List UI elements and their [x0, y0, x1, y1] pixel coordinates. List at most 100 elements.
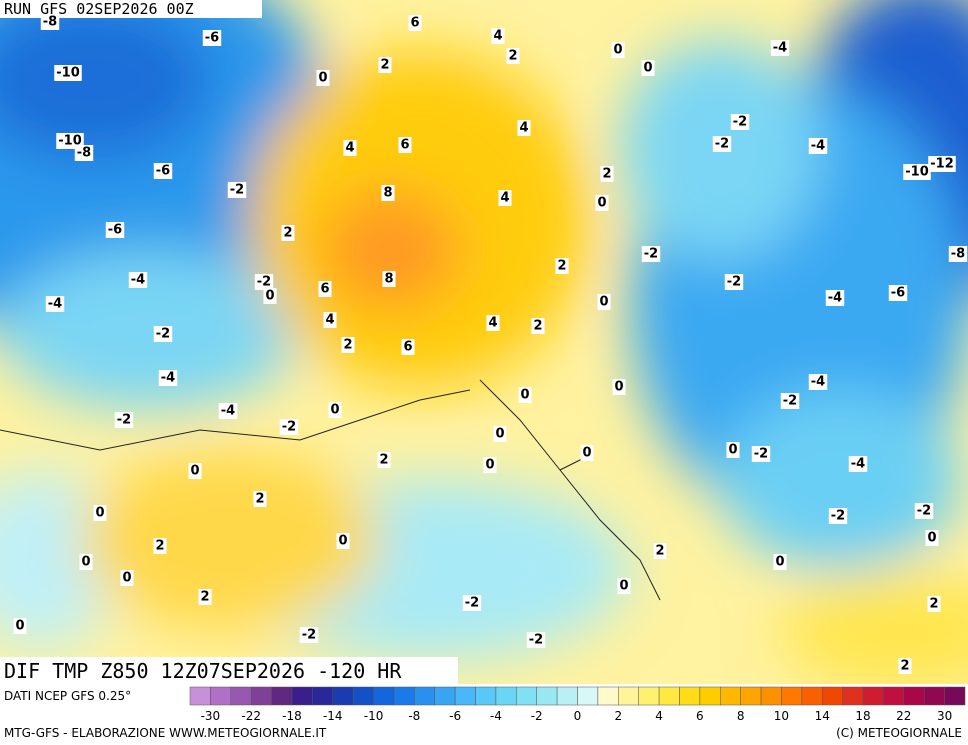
contour-value: 2: [200, 590, 209, 605]
colorbar-swatch: [189, 686, 211, 706]
contour-value: 4: [488, 316, 497, 331]
label-bg: [114, 412, 134, 428]
label-bg: [888, 285, 908, 301]
contour-value: 2: [155, 539, 164, 554]
colorbar-label: 22: [896, 709, 911, 723]
contour-value: 2: [655, 544, 664, 559]
label-bg: [641, 246, 661, 262]
contour-label: -2: [641, 246, 661, 262]
label-bg: [153, 326, 173, 342]
contour-value: -6: [108, 223, 122, 238]
label-bg: [328, 402, 342, 418]
label-bg: [712, 136, 732, 152]
colorbar-swatch: [903, 686, 925, 706]
label-bg: [279, 419, 299, 435]
label-bg: [45, 296, 65, 312]
contour-value: 0: [927, 531, 936, 546]
contour-label: 6: [398, 137, 412, 153]
label-bg: [263, 288, 277, 304]
colorbar-swatch: [454, 686, 476, 706]
contour-value: -2: [156, 327, 170, 342]
contour-value: -4: [773, 41, 787, 56]
colorbar-swatch: [556, 686, 578, 706]
contour-label: 0: [726, 442, 740, 458]
contour-value: 8: [384, 272, 393, 287]
contour-value: -4: [221, 404, 235, 419]
contour-label: 4: [343, 140, 357, 156]
label-bg: [483, 457, 497, 473]
label-bg: [105, 222, 125, 238]
colorbar-swatch: [720, 686, 741, 706]
contour-label: 0: [597, 294, 611, 310]
label-bg: [927, 596, 941, 612]
label-bg: [600, 166, 614, 182]
contour-value: 0: [122, 571, 131, 586]
label-bg: [808, 374, 828, 390]
label-bg: [74, 145, 94, 161]
label-bg: [408, 15, 422, 31]
contour-label: 0: [316, 70, 330, 86]
contour-value: -8: [43, 15, 57, 30]
label-bg: [253, 491, 267, 507]
label-bg: [198, 589, 212, 605]
contour-label: -2: [114, 412, 134, 428]
label-bg: [531, 318, 545, 334]
contour-label: 6: [408, 15, 422, 31]
colorbar-swatch: [536, 686, 558, 706]
contour-label: -4: [158, 370, 178, 386]
label-bg: [770, 40, 790, 56]
label-bg: [120, 570, 134, 586]
contour-label: -2: [279, 419, 299, 435]
contour-value: -4: [828, 291, 842, 306]
label-bg: [653, 543, 667, 559]
contour-label: 0: [611, 42, 625, 58]
label-bg: [828, 508, 848, 524]
contour-value: 0: [599, 295, 608, 310]
contour-label: 2: [531, 318, 545, 334]
contour-value: -2: [302, 628, 316, 643]
contour-label: 0: [641, 60, 655, 76]
contour-value: 2: [380, 58, 389, 73]
colorbar-label: 30: [937, 709, 952, 723]
contour-label: -4: [128, 272, 148, 288]
colorbar-swatch: [577, 686, 599, 706]
colorbar-swatch: [434, 686, 456, 706]
contour-label: -2: [712, 136, 732, 152]
contour-value: -2: [917, 504, 931, 519]
contour-value: -2: [529, 633, 543, 648]
contour-label: 2: [898, 658, 912, 674]
colorbar-swatch: [250, 686, 272, 706]
contour-value: 2: [900, 659, 909, 674]
label-bg: [928, 156, 956, 172]
colorbar-swatch: [291, 686, 313, 706]
label-bg: [493, 426, 507, 442]
colorbar-swatch: [862, 686, 884, 706]
label-bg: [462, 595, 482, 611]
contour-value: 0: [81, 555, 90, 570]
contour-value: 2: [602, 167, 611, 182]
label-bg: [316, 70, 330, 86]
contour-value: -10: [56, 66, 80, 81]
label-bg: [506, 48, 520, 64]
label-bg: [128, 272, 148, 288]
contour-value: 6: [400, 138, 409, 153]
colorbar-swatch: [230, 686, 252, 706]
label-bg: [780, 393, 800, 409]
colorbar-label: -14: [323, 709, 343, 723]
contour-value: -2: [644, 247, 658, 262]
label-bg: [726, 442, 740, 458]
contour-value: -10: [905, 165, 929, 180]
contour-value: -4: [811, 375, 825, 390]
contour-label: 2: [378, 57, 392, 73]
contour-label: 2: [198, 589, 212, 605]
contour-label: 2: [341, 337, 355, 353]
contour-value: 4: [493, 29, 502, 44]
label-bg: [188, 463, 202, 479]
label-bg: [341, 337, 355, 353]
colorbar-label: -8: [408, 709, 420, 723]
contour-label: -2: [299, 627, 319, 643]
colorbar-label: 14: [815, 709, 830, 723]
contour-value: -6: [205, 31, 219, 46]
label-bg: [724, 274, 744, 290]
